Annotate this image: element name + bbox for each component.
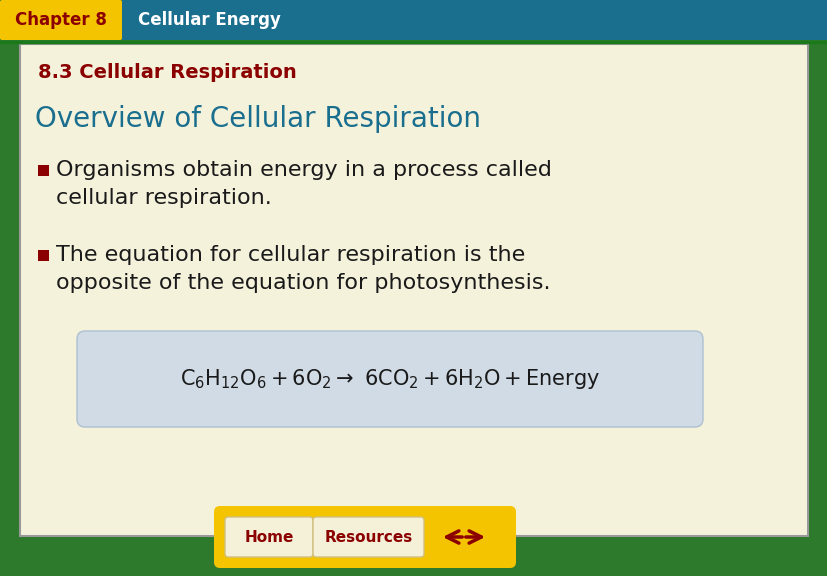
Text: The equation for cellular respiration is the: The equation for cellular respiration is… [56,245,524,265]
FancyBboxPatch shape [225,517,313,557]
FancyBboxPatch shape [213,506,515,568]
Text: Chapter 8: Chapter 8 [15,11,107,29]
Text: cellular respiration.: cellular respiration. [56,188,271,208]
Text: $\mathrm{C_6H_{12}O_6 + 6O_2 \rightarrow \ 6CO_2 + 6H_2O + Energy}$: $\mathrm{C_6H_{12}O_6 + 6O_2 \rightarrow… [179,367,600,391]
FancyBboxPatch shape [313,517,423,557]
Text: Overview of Cellular Respiration: Overview of Cellular Respiration [35,105,480,133]
FancyBboxPatch shape [0,0,122,40]
FancyBboxPatch shape [77,331,702,427]
Text: Resources: Resources [324,529,412,544]
Text: opposite of the equation for photosynthesis.: opposite of the equation for photosynthe… [56,273,550,293]
Bar [38,250,49,261]
Bar [38,165,49,176]
FancyBboxPatch shape [20,44,807,536]
Text: Cellular Energy: Cellular Energy [138,11,280,29]
Text: 8.3 Cellular Respiration: 8.3 Cellular Respiration [38,63,296,81]
Text: Organisms obtain energy in a process called: Organisms obtain energy in a process cal… [56,160,552,180]
FancyBboxPatch shape [122,0,827,40]
Text: Home: Home [244,529,294,544]
